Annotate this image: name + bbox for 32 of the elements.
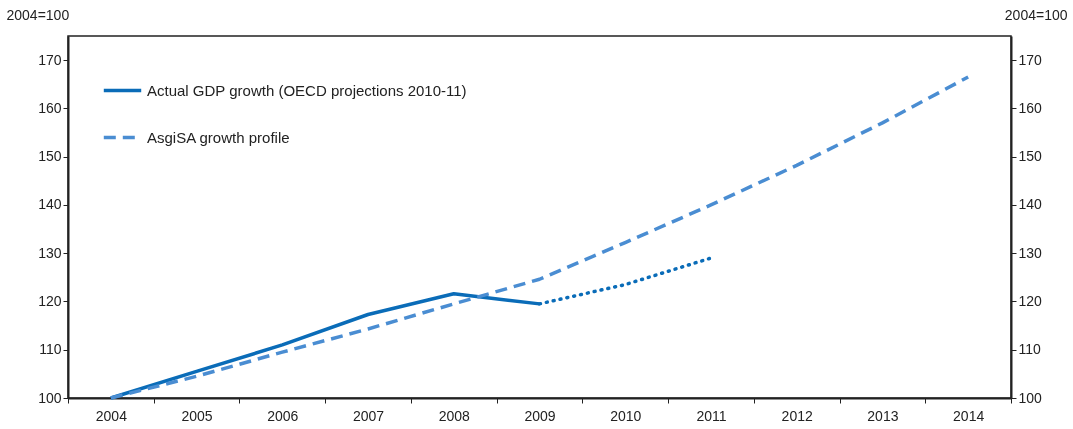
- y-tick-label: 130: [38, 244, 62, 261]
- y2-axis-title: 2004=100: [1004, 6, 1068, 23]
- y2-tick-label: 100: [1018, 389, 1043, 406]
- y2-tick-label: 170: [1018, 51, 1043, 68]
- y-axis-title: 2004=100: [6, 6, 70, 23]
- x-tick-label: 2005: [181, 407, 213, 424]
- y2-tick-label: 140: [1018, 196, 1043, 213]
- x-tick-label: 2014: [953, 407, 985, 424]
- y-tick-label: 140: [38, 196, 62, 213]
- y-tick-label: 150: [38, 148, 62, 165]
- x-tick-label: 2008: [438, 407, 471, 424]
- x-tick-label: 2009: [524, 407, 556, 424]
- line-series: [109, 75, 970, 400]
- y2-tick-label: 160: [1018, 99, 1043, 116]
- x-tick-label: 2011: [696, 407, 727, 424]
- y-tick-label: 170: [38, 51, 62, 68]
- x-tick-label: 2012: [781, 407, 813, 424]
- legend-label: AsgiSA growth profile: [147, 128, 290, 146]
- y-tick-label: 120: [38, 292, 62, 309]
- y2-tick-label: 150: [1018, 148, 1043, 165]
- y-tick-label: 100: [38, 389, 62, 406]
- y-tick-label: 110: [39, 341, 62, 358]
- x-tick-label: 2004: [95, 407, 128, 424]
- x-tick-label: 2013: [867, 407, 899, 424]
- x-tick-label: 2006: [267, 407, 299, 424]
- y2-tick-label: 130: [1018, 244, 1043, 261]
- y2-tick-label: 120: [1018, 292, 1043, 309]
- x-tick-label: 2010: [610, 407, 642, 424]
- legend-label: Actual GDP growth (OECD projections 2010-11): [147, 81, 467, 99]
- y2-tick-label: 110: [1018, 341, 1042, 358]
- y-tick-label: 160: [38, 99, 62, 116]
- x-tick-label: 2007: [352, 407, 385, 424]
